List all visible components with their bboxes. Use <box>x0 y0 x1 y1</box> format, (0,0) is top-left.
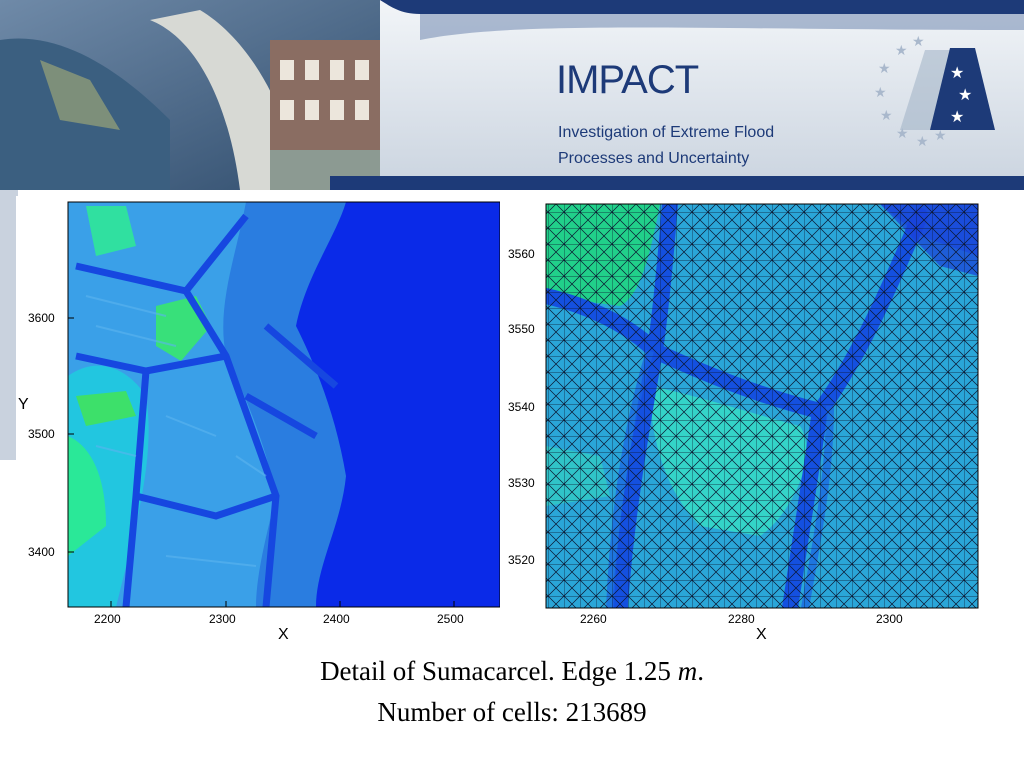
right-ytick: 3560 <box>508 247 535 261</box>
left-xtick: 2300 <box>209 612 236 626</box>
banner-background: ★ ★ ★ ★ ★ ★ ★ ★ ★ ★ ★ <box>0 0 1024 190</box>
left-ytick: 3600 <box>28 311 55 325</box>
header-banner: ★ ★ ★ ★ ★ ★ ★ ★ ★ ★ ★ IMPACT Investigati… <box>0 0 1024 190</box>
svg-text:★: ★ <box>950 107 964 126</box>
left-xlabel: X <box>278 626 289 643</box>
caption-unit: m <box>677 656 698 686</box>
svg-text:★: ★ <box>896 126 909 142</box>
right-ytick: 3530 <box>508 476 535 490</box>
svg-text:★: ★ <box>916 134 929 150</box>
left-xtick: 2400 <box>323 612 350 626</box>
left-ytick: 3400 <box>28 545 55 559</box>
svg-text:★: ★ <box>895 43 908 59</box>
svg-text:★: ★ <box>950 63 964 82</box>
left-ytick: 3500 <box>28 427 55 441</box>
right-ytick: 3540 <box>508 400 535 414</box>
right-plot-mesh <box>545 203 979 609</box>
header-subtitle-line2: Processes and Uncertainty <box>558 150 750 167</box>
right-xtick: 2280 <box>728 612 755 626</box>
left-xtick: 2500 <box>437 612 464 626</box>
caption-suffix: . <box>697 656 704 686</box>
header-subtitle-line1: Investigation of Extreme Flood <box>558 124 775 141</box>
svg-text:★: ★ <box>880 108 893 124</box>
caption-line1: Detail of Sumacarcel. Edge 1.25 m. <box>0 656 1024 687</box>
side-strip <box>0 190 18 460</box>
right-ytick: 3550 <box>508 322 535 336</box>
svg-text:★: ★ <box>958 85 972 104</box>
caption-line2: Number of cells: 213689 <box>377 697 647 727</box>
left-plot-map <box>67 201 501 608</box>
left-plot: 2200 2300 2400 2500 3600 3500 3400 X Y <box>16 196 506 646</box>
right-xtick: 2260 <box>580 612 607 626</box>
right-xtick: 2300 <box>876 612 903 626</box>
svg-text:★: ★ <box>878 61 891 77</box>
svg-text:★: ★ <box>912 34 925 50</box>
left-xtick: 2200 <box>94 612 121 626</box>
left-ylabel: Y <box>18 396 29 413</box>
right-ytick: 3520 <box>508 553 535 567</box>
right-plot: 3560 3550 3540 3530 3520 2260 2280 2300 … <box>500 196 988 646</box>
svg-text:★: ★ <box>874 85 887 101</box>
svg-text:★: ★ <box>934 128 947 144</box>
header-title: IMPACT <box>556 58 699 102</box>
right-xlabel: X <box>756 626 767 643</box>
caption-prefix: Detail of Sumacarcel. Edge 1.25 <box>320 656 678 686</box>
